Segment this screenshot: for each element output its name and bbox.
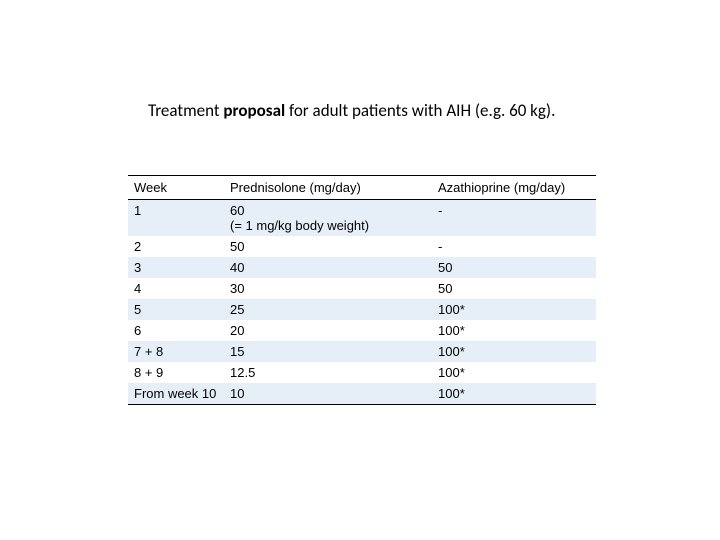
cell-pred: 10 <box>224 383 432 405</box>
cell-pred: 30 <box>224 278 432 299</box>
cell-aza: 100* <box>432 299 596 320</box>
cell-pred: 25 <box>224 299 432 320</box>
cell-pred-value: 25 <box>230 302 244 317</box>
table-row: 3 40 50 <box>128 257 596 278</box>
cell-week: 3 <box>128 257 224 278</box>
cell-aza: 100* <box>432 341 596 362</box>
treatment-table-wrap: Week Prednisolone (mg/day) Azathioprine … <box>128 175 596 405</box>
table-row: 2 50 - <box>128 236 596 257</box>
cell-pred: 50 <box>224 236 432 257</box>
table-row: 5 25 100* <box>128 299 596 320</box>
cell-week: 7 + 8 <box>128 341 224 362</box>
page: Treatment proposal for adult patients wi… <box>0 0 720 540</box>
cell-week: 8 + 9 <box>128 362 224 383</box>
cell-week: 6 <box>128 320 224 341</box>
treatment-table: Week Prednisolone (mg/day) Azathioprine … <box>128 175 596 405</box>
cell-week: 2 <box>128 236 224 257</box>
title-bold: proposal <box>223 100 285 121</box>
cell-pred-subline: (= 1 mg/kg body weight) <box>230 218 426 233</box>
cell-week: 4 <box>128 278 224 299</box>
cell-aza: 50 <box>432 278 596 299</box>
cell-pred: 60(= 1 mg/kg body weight) <box>224 200 432 237</box>
cell-week: From week 10 <box>128 383 224 405</box>
table-row: 8 + 9 12.5 100* <box>128 362 596 383</box>
table-row: 4 30 50 <box>128 278 596 299</box>
title-left: Treatment <box>148 100 223 121</box>
cell-pred: 20 <box>224 320 432 341</box>
cell-week: 1 <box>128 200 224 237</box>
table-header-row: Week Prednisolone (mg/day) Azathioprine … <box>128 176 596 200</box>
cell-pred-value: 60 <box>230 203 244 218</box>
cell-pred-value: 30 <box>230 281 244 296</box>
cell-aza: - <box>432 200 596 237</box>
cell-aza: 100* <box>432 320 596 341</box>
cell-pred-value: 50 <box>230 239 244 254</box>
table-row: 160(= 1 mg/kg body weight)- <box>128 200 596 237</box>
col-header-week: Week <box>128 176 224 200</box>
page-title: Treatment proposal for adult patients wi… <box>148 100 555 121</box>
cell-pred-value: 40 <box>230 260 244 275</box>
cell-pred-value: 12.5 <box>230 365 255 380</box>
cell-pred: 40 <box>224 257 432 278</box>
cell-pred-value: 15 <box>230 344 244 359</box>
cell-week: 5 <box>128 299 224 320</box>
cell-aza: 100* <box>432 383 596 405</box>
table-row: 6 20 100* <box>128 320 596 341</box>
cell-aza: 50 <box>432 257 596 278</box>
col-header-pred: Prednisolone (mg/day) <box>224 176 432 200</box>
cell-pred-value: 10 <box>230 386 244 401</box>
cell-pred: 12.5 <box>224 362 432 383</box>
table-row: From week 10 10 100* <box>128 383 596 405</box>
table-body: 160(= 1 mg/kg body weight)-250-340504305… <box>128 200 596 405</box>
title-right: for adult patients with AIH (e.g. 60 kg)… <box>285 100 555 121</box>
cell-pred: 15 <box>224 341 432 362</box>
cell-pred-value: 20 <box>230 323 244 338</box>
table-row: 7 + 8 15 100* <box>128 341 596 362</box>
col-header-aza: Azathioprine (mg/day) <box>432 176 596 200</box>
cell-aza: - <box>432 236 596 257</box>
cell-aza: 100* <box>432 362 596 383</box>
